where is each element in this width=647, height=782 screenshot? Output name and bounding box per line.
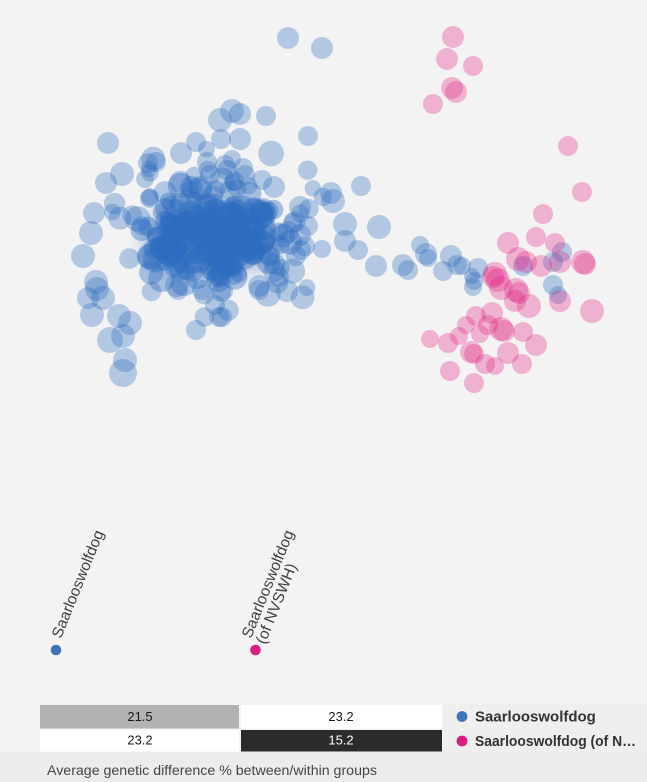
- svg-text:21.5: 21.5: [127, 709, 152, 724]
- svg-text:Average genetic difference % b: Average genetic difference % between/wit…: [47, 763, 377, 779]
- svg-text:15.2: 15.2: [328, 733, 353, 748]
- svg-text:23.2: 23.2: [328, 709, 353, 724]
- svg-text:Saarlooswolfdog (of N…: Saarlooswolfdog (of N…: [475, 733, 636, 750]
- svg-text:Saarlooswolfdog: Saarlooswolfdog: [475, 709, 596, 726]
- svg-text:23.2: 23.2: [127, 733, 152, 748]
